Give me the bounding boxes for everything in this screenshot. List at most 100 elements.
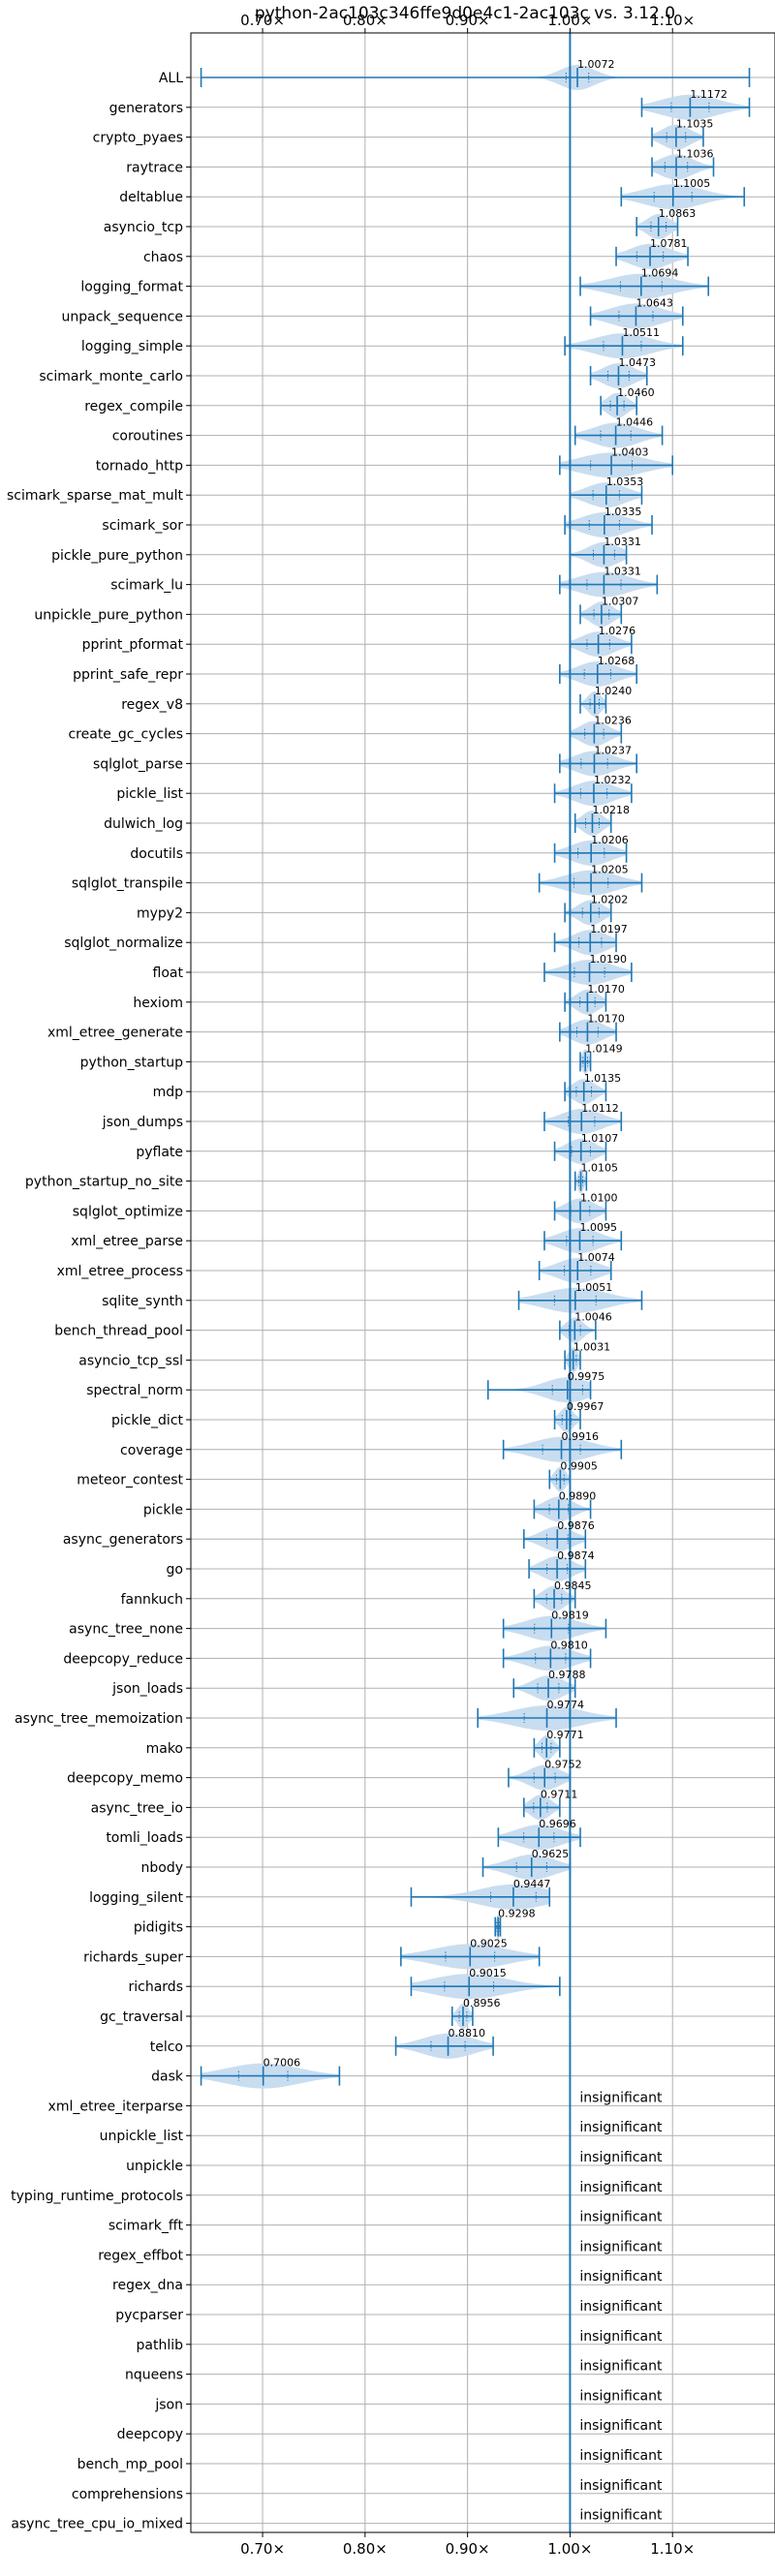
value-label: 1.0335 xyxy=(604,506,642,518)
benchmark-label: python_startup_no_site xyxy=(25,1175,183,1190)
benchmark-label: async_tree_cpu_io_mixed xyxy=(11,2517,183,2532)
value-label: 0.9774 xyxy=(547,1699,585,1711)
benchmark-label: tomli_loads xyxy=(106,1830,183,1846)
plot-frame xyxy=(190,32,775,2533)
value-label: 0.9845 xyxy=(554,1579,592,1592)
benchmark-label: xml_etree_generate xyxy=(47,1026,183,1041)
benchmark-label: comprehensions xyxy=(72,2487,183,2502)
benchmark-label: hexiom xyxy=(133,996,183,1011)
value-label: 0.9711 xyxy=(541,1788,578,1800)
value-label: 0.9298 xyxy=(498,1908,536,1920)
value-label: 1.0276 xyxy=(599,625,636,637)
benchmark-label: scimark_fft xyxy=(108,2219,184,2234)
value-label: 1.0694 xyxy=(641,267,679,280)
value-label: 1.0100 xyxy=(580,1191,618,1204)
value-label: 0.9771 xyxy=(546,1729,584,1741)
value-label: 1.0206 xyxy=(591,834,629,846)
value-label: 1.0105 xyxy=(581,1162,619,1175)
benchmark-label: nbody xyxy=(141,1860,184,1876)
benchmark-label: regex_effbot xyxy=(98,2248,183,2263)
benchmark-label: meteor_contest xyxy=(77,1473,183,1488)
value-label: 1.0046 xyxy=(574,1311,612,1324)
benchmark-label: json xyxy=(154,2397,183,2412)
value-label: 1.0473 xyxy=(618,356,656,369)
benchmark-label: go xyxy=(167,1562,183,1578)
benchmark-label: mdp xyxy=(153,1085,184,1100)
value-label: 0.9447 xyxy=(513,1878,551,1890)
value-label: 0.9890 xyxy=(559,1489,597,1502)
benchmark-label: mako xyxy=(146,1741,183,1757)
violin-layer xyxy=(200,33,751,2532)
benchmark-label: async_generators xyxy=(63,1532,183,1548)
value-label: 1.0205 xyxy=(591,864,629,876)
value-label: 0.9788 xyxy=(548,1669,586,1681)
benchmark-label: chaos xyxy=(143,250,183,265)
benchmark-label: xml_etree_process xyxy=(57,1264,183,1279)
x-tick-label-top: 0.80× xyxy=(343,12,388,29)
value-label: 1.0307 xyxy=(602,595,639,607)
x-tick-label-bottom: 1.00× xyxy=(547,2540,592,2558)
benchmark-label: sqlglot_normalize xyxy=(64,935,183,951)
benchmark-label: bench_mp_pool xyxy=(78,2457,183,2472)
insignificant-label: insignificant xyxy=(579,2359,663,2375)
benchmark-label: async_tree_none xyxy=(69,1622,183,1638)
value-label: 0.9025 xyxy=(470,1937,508,1949)
insignificant-label: insignificant xyxy=(579,2210,663,2225)
benchmark-label: sqlglot_optimize xyxy=(73,1204,183,1219)
value-label: 1.0202 xyxy=(591,893,629,905)
benchmark-label: sqlite_synth xyxy=(102,1294,183,1309)
x-tick-label-top: 1.00× xyxy=(547,12,592,29)
benchmark-label: pickle_pure_python xyxy=(51,548,183,564)
benchmark-label: logging_simple xyxy=(81,339,183,354)
x-tick-label-bottom: 0.90× xyxy=(446,2540,490,2558)
value-label: 0.9819 xyxy=(551,1610,589,1622)
benchmark-label: float xyxy=(153,966,184,981)
benchmark-label: pyflate xyxy=(136,1145,183,1160)
benchmark-label: async_tree_io xyxy=(91,1800,183,1816)
value-label: 1.0107 xyxy=(581,1132,619,1145)
x-tick-label-bottom: 0.80× xyxy=(343,2540,388,2558)
benchmark-label: python_startup xyxy=(80,1055,183,1070)
benchmark-label: pidigits xyxy=(134,1920,183,1936)
benchmark-label: raytrace xyxy=(126,160,183,175)
value-label: 1.0170 xyxy=(587,983,625,996)
value-label: 1.1005 xyxy=(673,177,711,190)
benchmark-label: logging_silent xyxy=(89,1890,183,1906)
value-label: 1.0781 xyxy=(650,237,688,250)
benchmark-label: richards_super xyxy=(83,1949,183,1965)
value-label: 1.0074 xyxy=(577,1251,615,1264)
value-label: 1.0863 xyxy=(659,207,697,220)
insignificant-label: insignificant xyxy=(579,2269,663,2285)
benchmark-label: deltablue xyxy=(119,190,183,205)
benchmark-label: coverage xyxy=(120,1443,183,1458)
benchmark-label: scimark_monte_carlo xyxy=(39,369,183,384)
value-label: 1.0446 xyxy=(616,416,654,429)
value-label: 1.0236 xyxy=(594,715,632,727)
benchmark-label: pycparser xyxy=(115,2308,183,2323)
value-label: 1.0460 xyxy=(617,386,655,399)
benchmark-label: regex_dna xyxy=(112,2278,183,2293)
benchmark-label: scimark_sparse_mat_mult xyxy=(7,488,183,504)
x-tick-label-bottom: 1.10× xyxy=(650,2540,695,2558)
benchmark-label: spectral_norm xyxy=(86,1383,183,1398)
value-label: 1.0197 xyxy=(590,923,628,935)
x-tick-label-top: 1.10× xyxy=(650,12,695,29)
benchmark-label: sqlglot_parse xyxy=(93,756,183,772)
insignificant-label: insignificant xyxy=(579,2329,663,2345)
benchmark-label: unpickle_pure_python xyxy=(34,607,183,623)
value-label: 0.9015 xyxy=(469,1967,506,1979)
benchmark-label: regex_compile xyxy=(84,399,183,414)
benchmark-label: unpack_sequence xyxy=(62,309,183,324)
insignificant-label: insignificant xyxy=(579,2508,663,2524)
value-label: 1.1172 xyxy=(690,88,728,101)
insignificant-label: insignificant xyxy=(579,2239,663,2254)
insignificant-label: insignificant xyxy=(579,2448,663,2464)
insignificant-label: insignificant xyxy=(579,2418,663,2434)
benchmark-label: typing_runtime_protocols xyxy=(11,2189,183,2204)
benchmark-label: telco xyxy=(150,2039,183,2055)
value-label: 1.0218 xyxy=(592,804,630,816)
benchmark-label: crypto_pyaes xyxy=(93,131,183,146)
benchmark-label: create_gc_cycles xyxy=(68,727,183,743)
benchmark-label: deepcopy_memo xyxy=(67,1771,183,1787)
benchmark-label: asyncio_tcp xyxy=(104,220,183,235)
